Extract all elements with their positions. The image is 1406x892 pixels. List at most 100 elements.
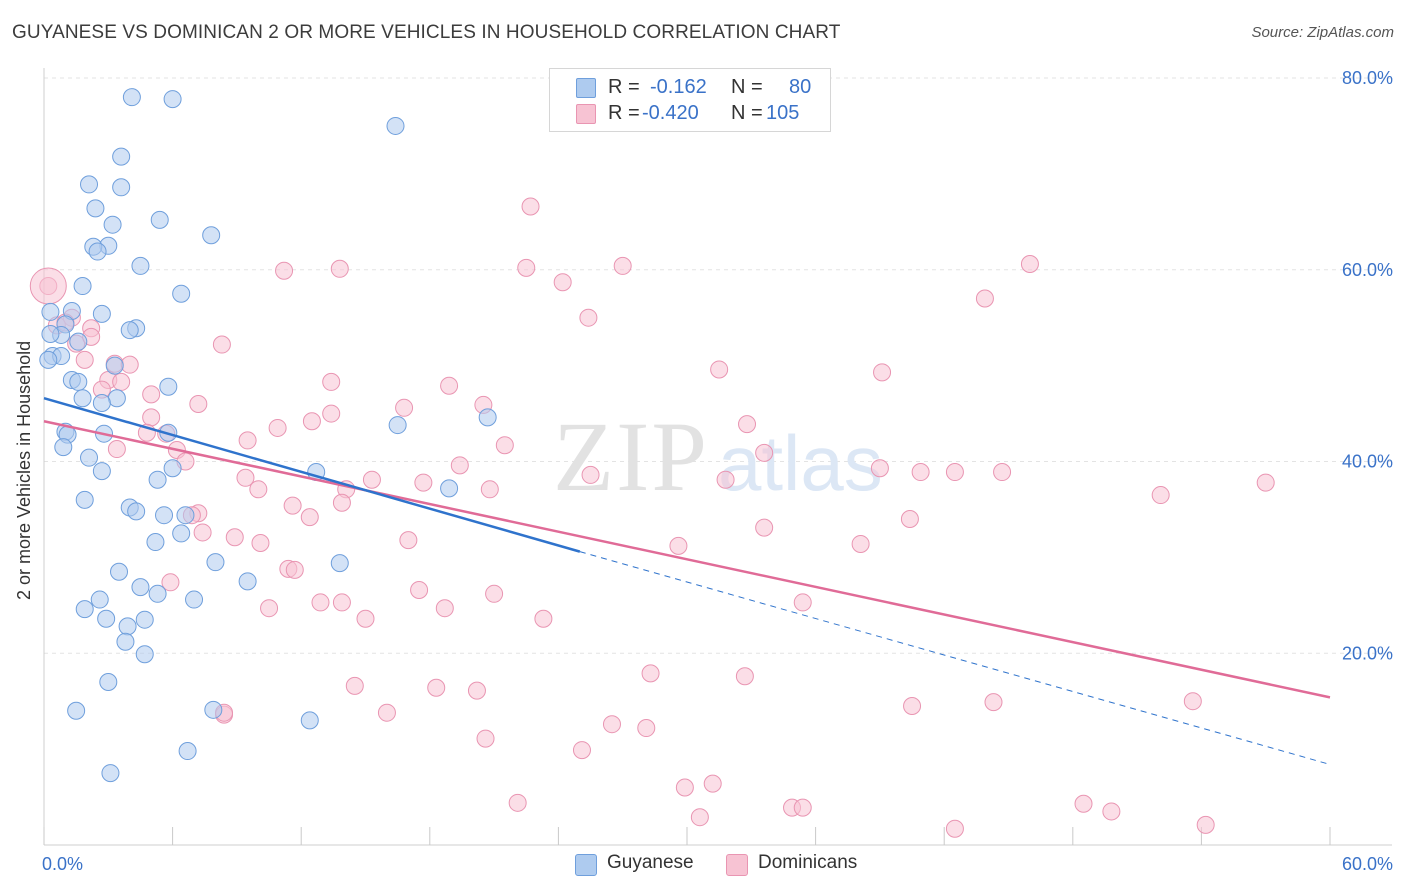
legend-label-dominicans: Dominicans [758,852,858,873]
dominicans-point [332,593,351,612]
guyanese-point [41,324,60,343]
guyanese-swatch [575,854,597,876]
guyanese-point [146,533,165,552]
dominicans-point [755,518,774,537]
chart-title: GUYANESE VS DOMINICAN 2 OR MORE VEHICLES… [12,22,841,43]
dominicans-point [521,197,540,216]
x-tick-labels: 0.0% 60.0% [42,854,1393,874]
dominicans-point [553,273,572,292]
dominicans-point [517,258,536,277]
dominicans-point [161,573,180,592]
r-value: -0.162 [650,76,707,98]
guyanese-point [97,609,116,628]
guyanese-point [172,284,191,303]
axes [43,68,1392,846]
guyanese-point [54,438,73,457]
guyanese-point [440,479,459,498]
dominicans-point [189,394,208,413]
guyanese-point [122,88,141,107]
guyanese-point [176,506,195,525]
dominicans-point [793,593,812,612]
dominicans-point [534,609,553,628]
guyanese-point [202,226,221,245]
n-label: N = [731,76,763,98]
guyanese-points [39,88,497,783]
dominicans-point [450,456,469,475]
guyanese-point [101,764,120,783]
dominicans-point [300,508,319,527]
guyanese-point [86,199,105,218]
dominicans-point [142,408,161,427]
guyanese-point [41,302,60,321]
dominicans-point [330,259,349,278]
trend-lines [43,397,1331,765]
dominicans-point [485,584,504,603]
guyanese-point [112,147,131,166]
guyanese-point [39,350,58,369]
dominicans-point [249,480,268,499]
dominicans-point [410,580,429,599]
guyanese-point [118,617,137,636]
guyanese-point [388,416,407,435]
guyanese-point [478,408,497,427]
dominicans-swatch [576,104,596,124]
dominicans-points [29,197,1275,838]
dominicans-point [975,289,994,308]
guyanese-point [75,490,94,509]
watermark: ZIP atlas [553,401,883,512]
guyanese-point [99,673,118,692]
dominicans-point [322,404,341,423]
dominicans-point [581,465,600,484]
dominicans-point [238,431,257,450]
dominicans-point [637,719,656,738]
guyanese-point [131,256,150,275]
x-tick-label: 0.0% [42,854,83,874]
dominicans-point [735,667,754,686]
dominicans-point [356,609,375,628]
guyanese-point [88,242,107,261]
dominicans-point [1020,254,1039,273]
dominicans-point [427,678,446,697]
guyanese-point [150,210,169,229]
dominicans-point [945,463,964,482]
dominicans-point [903,696,922,715]
dominicans-point [873,363,892,382]
guyanese-point [110,562,129,581]
guyanese-point [135,645,154,664]
guyanese-point [238,572,257,591]
guyanese-trend-line [43,397,581,553]
dominicans-point [984,693,1003,712]
y-tick-label: 60.0% [1342,260,1393,280]
guyanese-point [163,90,182,109]
stats-legend: R = -0.162 N = 80 R = -0.420 N = 105 [549,68,831,132]
dominicans-point [268,418,287,437]
dominicans-point [467,681,486,700]
watermark-atlas: atlas [718,419,883,507]
guyanese-point [148,584,167,603]
dominicans-point [1151,486,1170,505]
guyanese-point [206,553,225,572]
dominicans-point [495,436,514,455]
guyanese-point [178,742,197,761]
guyanese-point [112,178,131,197]
n-value: 80 [789,76,812,98]
guyanese-point [73,277,92,296]
chart-source: Source: ZipAtlas.com [1251,24,1394,41]
dominicans-point [703,774,722,793]
dominicans-point [414,473,433,492]
dominicans-point [1196,815,1215,834]
dominicans-point [911,463,930,482]
guyanese-swatch [576,78,596,98]
dominicans-point [440,376,459,395]
guyanese-point [135,610,154,629]
dominicans-point [212,335,231,354]
dominicans-point [322,372,341,391]
dominicans-point [1183,692,1202,711]
guyanese-point [148,470,167,489]
dominicans-point [508,793,527,812]
dominicans-point [193,523,212,542]
series-legend: Guyanese Dominicans [0,852,1406,878]
dominicans-point [993,463,1012,482]
guyanese-point [172,524,191,543]
guyanese-point [131,578,150,597]
